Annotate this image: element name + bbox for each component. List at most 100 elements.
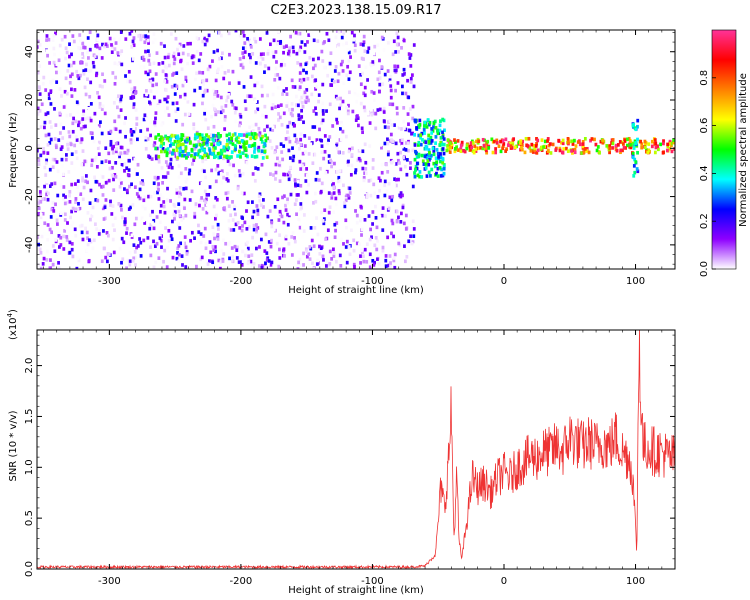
heatmap-cell bbox=[265, 136, 269, 140]
heatmap-cell bbox=[119, 194, 123, 198]
heatmap-cell bbox=[236, 186, 240, 191]
heatmap-cell bbox=[212, 155, 216, 160]
heatmap-cell bbox=[454, 140, 457, 144]
heatmap-cell bbox=[400, 144, 404, 149]
heatmap-cell bbox=[332, 191, 336, 195]
heatmap-cell bbox=[365, 260, 369, 264]
heatmap-cell bbox=[459, 147, 463, 151]
heatmap-cell bbox=[358, 218, 362, 223]
heatmap-cell bbox=[485, 150, 489, 155]
heatmap-cell bbox=[293, 143, 297, 147]
spectrogram-ytick-label: -40 bbox=[24, 237, 35, 253]
heatmap-cell bbox=[391, 102, 395, 107]
heatmap-cell bbox=[194, 133, 197, 137]
heatmap-cell bbox=[439, 152, 442, 156]
heatmap-cell bbox=[129, 96, 133, 100]
heatmap-cell bbox=[406, 78, 409, 83]
heatmap-cell bbox=[369, 193, 373, 198]
heatmap-cell bbox=[186, 241, 189, 245]
heatmap-cell bbox=[157, 133, 160, 137]
heatmap-cell bbox=[529, 149, 533, 153]
heatmap-cell bbox=[334, 228, 337, 233]
heatmap-cell bbox=[197, 223, 200, 228]
heatmap-cell bbox=[359, 82, 363, 87]
heatmap-cell bbox=[361, 166, 365, 171]
heatmap-cell bbox=[337, 30, 341, 34]
heatmap-cell bbox=[184, 179, 188, 184]
heatmap-cell bbox=[372, 98, 376, 102]
heatmap-cell bbox=[53, 181, 57, 186]
heatmap-cell bbox=[98, 101, 102, 106]
heatmap-cell bbox=[403, 259, 407, 264]
heatmap-cell bbox=[434, 156, 438, 161]
heatmap-cell bbox=[268, 42, 272, 47]
heatmap-cell bbox=[260, 93, 264, 98]
heatmap-cell bbox=[269, 127, 273, 132]
heatmap-cell bbox=[382, 106, 386, 111]
heatmap-cell bbox=[448, 150, 452, 154]
heatmap-cell bbox=[62, 247, 66, 251]
heatmap-cell bbox=[275, 60, 278, 64]
heatmap-cell bbox=[339, 96, 343, 101]
heatmap-cell bbox=[252, 227, 256, 232]
heatmap-cell bbox=[182, 104, 186, 108]
heatmap-cell bbox=[326, 199, 329, 204]
heatmap-cell bbox=[313, 152, 317, 157]
spectrogram-ytick-label: 40 bbox=[24, 45, 35, 58]
heatmap-cell bbox=[206, 138, 209, 142]
heatmap-cell bbox=[144, 49, 147, 54]
heatmap-cell bbox=[149, 120, 153, 125]
heatmap-cell bbox=[142, 198, 146, 203]
heatmap-cell bbox=[113, 228, 116, 232]
heatmap-cell bbox=[99, 204, 103, 209]
heatmap-cell bbox=[97, 124, 101, 128]
heatmap-cell bbox=[405, 73, 409, 78]
heatmap-cell bbox=[58, 131, 62, 135]
heatmap-cell bbox=[392, 234, 395, 239]
heatmap-cell bbox=[138, 143, 142, 147]
heatmap-cell bbox=[486, 139, 490, 144]
heatmap-cell bbox=[670, 149, 674, 154]
heatmap-cell bbox=[82, 45, 86, 50]
heatmap-cell bbox=[429, 138, 432, 142]
heatmap-cell bbox=[38, 64, 42, 68]
heatmap-cell bbox=[341, 42, 345, 47]
heatmap-cell bbox=[63, 201, 67, 206]
heatmap-cell bbox=[419, 142, 423, 147]
heatmap-cell bbox=[339, 62, 343, 67]
heatmap-cell bbox=[183, 153, 187, 158]
heatmap-cell bbox=[435, 171, 438, 176]
heatmap-cell bbox=[222, 156, 225, 161]
heatmap-cell bbox=[302, 68, 305, 73]
heatmap-cell bbox=[621, 148, 624, 153]
heatmap-cell bbox=[279, 142, 283, 146]
heatmap-cell bbox=[339, 120, 343, 125]
heatmap-cell bbox=[103, 205, 107, 210]
heatmap-cell bbox=[128, 79, 132, 84]
heatmap-cell bbox=[69, 215, 72, 220]
heatmap-cell bbox=[236, 135, 240, 140]
heatmap-cell bbox=[270, 220, 274, 225]
heatmap-cell bbox=[666, 144, 670, 149]
heatmap-cell bbox=[415, 126, 418, 130]
heatmap-cell bbox=[316, 232, 320, 237]
heatmap-cell bbox=[294, 140, 298, 145]
heatmap-cell bbox=[323, 40, 326, 44]
heatmap-cell bbox=[86, 180, 89, 185]
heatmap-cell bbox=[247, 254, 251, 259]
heatmap-cell bbox=[37, 235, 40, 240]
heatmap-cell bbox=[146, 137, 150, 141]
heatmap-cell bbox=[389, 132, 393, 137]
heatmap-cell bbox=[193, 211, 197, 216]
heatmap-cell bbox=[179, 58, 183, 63]
heatmap-cell bbox=[244, 253, 247, 258]
heatmap-cell bbox=[95, 164, 99, 169]
heatmap-cell bbox=[399, 194, 403, 199]
heatmap-cell bbox=[404, 148, 408, 152]
heatmap-cell bbox=[290, 78, 294, 83]
heatmap-cell bbox=[130, 87, 134, 92]
snr-scale-label: (x104) bbox=[6, 309, 19, 340]
heatmap-cell bbox=[186, 52, 190, 57]
heatmap-cell bbox=[404, 213, 408, 218]
heatmap-cell bbox=[155, 82, 158, 87]
